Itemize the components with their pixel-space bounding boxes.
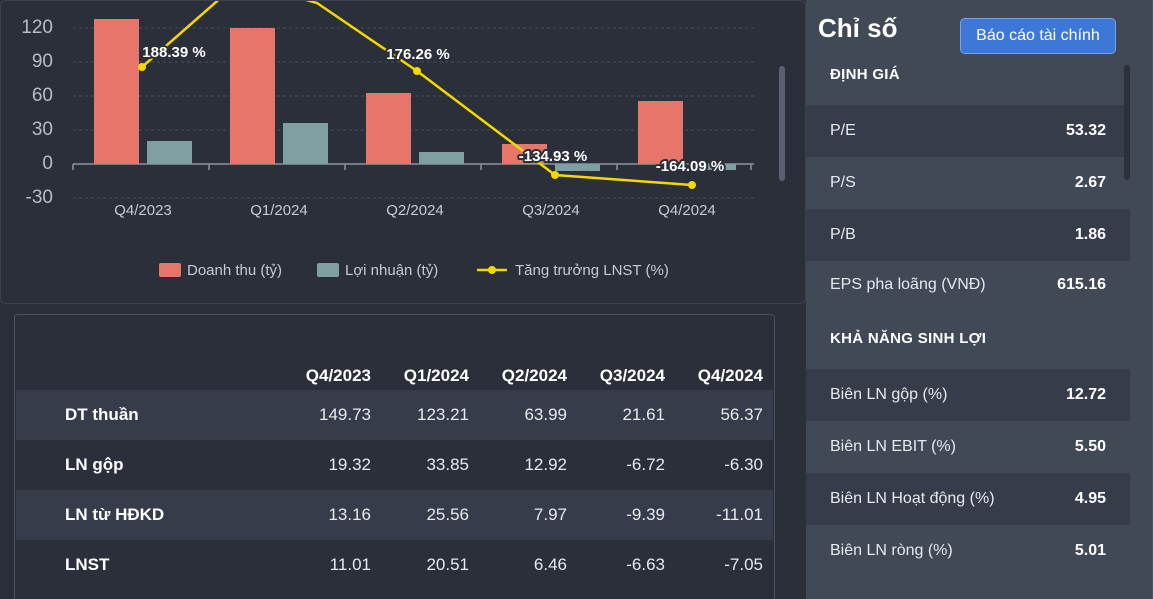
svg-text:Q4/2024: Q4/2024 <box>658 202 716 219</box>
svg-text:120: 120 <box>21 17 53 38</box>
svg-text:Tăng trưởng LNST (%): Tăng trưởng LNST (%) <box>515 262 669 279</box>
svg-text:90: 90 <box>32 51 53 72</box>
svg-text:-164.09 %: -164.09 % <box>656 158 724 175</box>
svg-text:60: 60 <box>32 85 53 106</box>
svg-text:188.39 %: 188.39 % <box>142 44 205 61</box>
svg-text:Q3/2024: Q3/2024 <box>522 202 580 219</box>
svg-text:176.26 %: 176.26 % <box>386 46 449 63</box>
svg-text:-134.93 %: -134.93 % <box>519 148 587 165</box>
svg-text:Doanh thu (tỷ): Doanh thu (tỷ) <box>187 262 282 279</box>
svg-text:Q1/2024: Q1/2024 <box>250 202 308 219</box>
svg-text:30: 30 <box>32 119 53 140</box>
svg-text:Q4/2023: Q4/2023 <box>114 202 172 219</box>
svg-text:Q2/2024: Q2/2024 <box>386 202 444 219</box>
svg-text:Lợi nhuận (tỷ): Lợi nhuận (tỷ) <box>345 262 438 279</box>
svg-text:0: 0 <box>42 153 53 174</box>
svg-text:-30: -30 <box>26 187 53 208</box>
